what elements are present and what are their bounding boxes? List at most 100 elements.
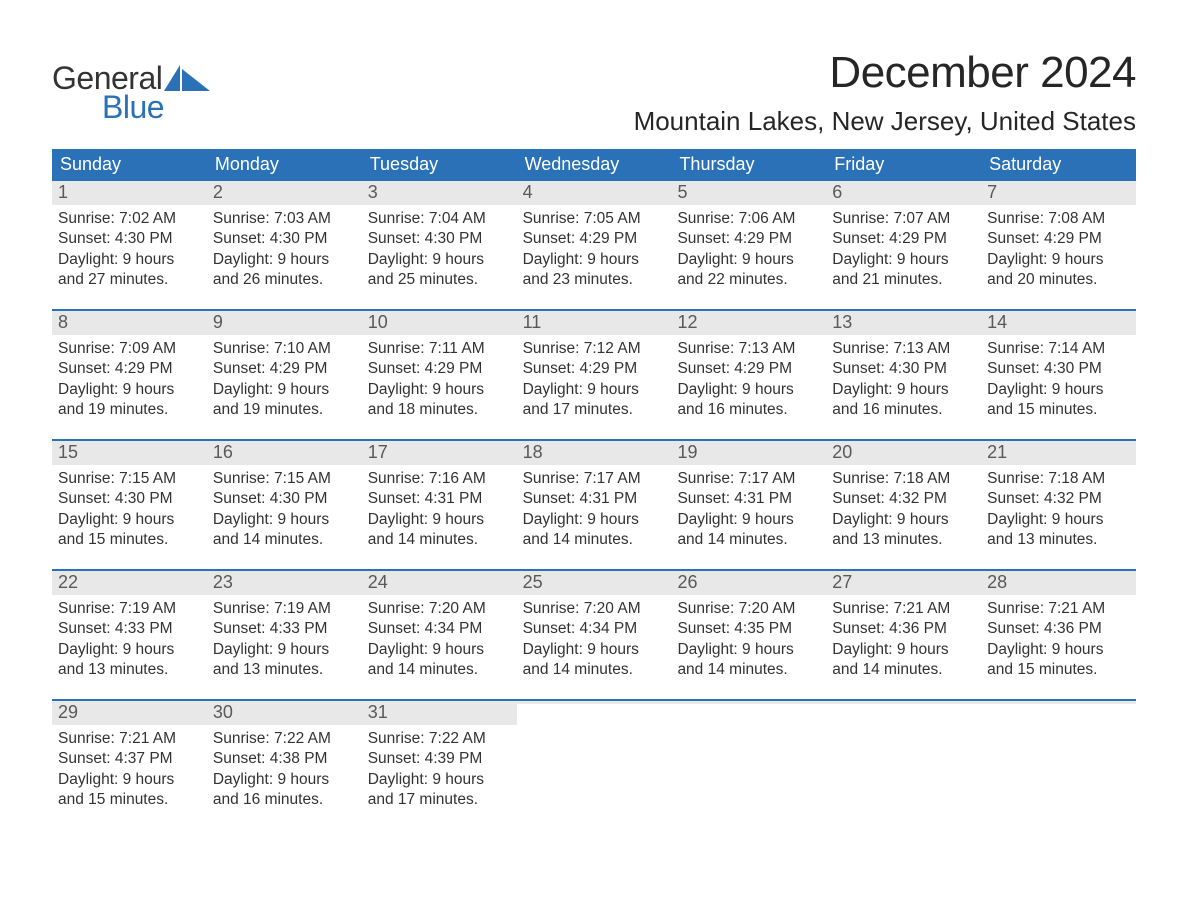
daylight-line: and 14 minutes. (677, 530, 820, 550)
day-details: Sunrise: 7:08 AMSunset: 4:29 PMDaylight:… (981, 205, 1136, 291)
day-details: Sunrise: 7:22 AMSunset: 4:39 PMDaylight:… (362, 725, 517, 811)
sunset-line: Sunset: 4:30 PM (58, 489, 201, 509)
day-details: Sunrise: 7:12 AMSunset: 4:29 PMDaylight:… (517, 335, 672, 421)
day-number-text: 15 (58, 442, 78, 462)
day-number: 13 (826, 311, 981, 335)
calendar-week: 8Sunrise: 7:09 AMSunset: 4:29 PMDaylight… (52, 309, 1136, 439)
daylight-line: Daylight: 9 hours (832, 510, 975, 530)
day-number (517, 701, 672, 704)
day-number-text: 10 (368, 312, 388, 332)
daylight-line: and 13 minutes. (832, 530, 975, 550)
calendar-day: 26Sunrise: 7:20 AMSunset: 4:35 PMDayligh… (671, 571, 826, 699)
sunset-line: Sunset: 4:38 PM (213, 749, 356, 769)
day-details: Sunrise: 7:17 AMSunset: 4:31 PMDaylight:… (671, 465, 826, 551)
daylight-line: and 25 minutes. (368, 270, 511, 290)
day-details: Sunrise: 7:21 AMSunset: 4:36 PMDaylight:… (981, 595, 1136, 681)
sunset-line: Sunset: 4:29 PM (58, 359, 201, 379)
daylight-line: and 14 minutes. (523, 530, 666, 550)
day-number: 21 (981, 441, 1136, 465)
calendar-day: 31Sunrise: 7:22 AMSunset: 4:39 PMDayligh… (362, 701, 517, 829)
daylight-line: Daylight: 9 hours (213, 510, 356, 530)
sunrise-line: Sunrise: 7:07 AM (832, 209, 975, 229)
calendar-day: 23Sunrise: 7:19 AMSunset: 4:33 PMDayligh… (207, 571, 362, 699)
sunset-line: Sunset: 4:31 PM (523, 489, 666, 509)
calendar-day: 2Sunrise: 7:03 AMSunset: 4:30 PMDaylight… (207, 181, 362, 309)
calendar-day (826, 701, 981, 829)
day-details: Sunrise: 7:19 AMSunset: 4:33 PMDaylight:… (52, 595, 207, 681)
sunrise-line: Sunrise: 7:20 AM (523, 599, 666, 619)
day-number-text: 25 (523, 572, 543, 592)
daylight-line: Daylight: 9 hours (213, 380, 356, 400)
calendar-day (671, 701, 826, 829)
calendar-day: 20Sunrise: 7:18 AMSunset: 4:32 PMDayligh… (826, 441, 981, 569)
day-details: Sunrise: 7:21 AMSunset: 4:36 PMDaylight:… (826, 595, 981, 681)
calendar-day: 19Sunrise: 7:17 AMSunset: 4:31 PMDayligh… (671, 441, 826, 569)
calendar-day: 30Sunrise: 7:22 AMSunset: 4:38 PMDayligh… (207, 701, 362, 829)
calendar-day: 3Sunrise: 7:04 AMSunset: 4:30 PMDaylight… (362, 181, 517, 309)
calendar-day: 5Sunrise: 7:06 AMSunset: 4:29 PMDaylight… (671, 181, 826, 309)
day-details: Sunrise: 7:14 AMSunset: 4:30 PMDaylight:… (981, 335, 1136, 421)
sunrise-line: Sunrise: 7:14 AM (987, 339, 1130, 359)
day-number-text: 21 (987, 442, 1007, 462)
calendar-day: 27Sunrise: 7:21 AMSunset: 4:36 PMDayligh… (826, 571, 981, 699)
day-number-text: 18 (523, 442, 543, 462)
day-number: 27 (826, 571, 981, 595)
calendar-day: 17 Sunrise: 7:16 AMSunset: 4:31 PMDayligh… (362, 441, 517, 569)
day-number-text: 17 (368, 442, 388, 462)
sunset-line: Sunset: 4:31 PM (368, 489, 511, 509)
day-number-text: 14 (987, 312, 1007, 332)
calendar-day: 11 Sunrise: 7:12 AMSunset: 4:29 PMDayligh… (517, 311, 672, 439)
sunrise-line: Sunrise: 7:05 AM (523, 209, 666, 229)
daylight-line: and 13 minutes. (213, 660, 356, 680)
daylight-line: Daylight: 9 hours (987, 640, 1130, 660)
day-number-text: 24 (368, 572, 388, 592)
daylight-line: Daylight: 9 hours (58, 640, 201, 660)
sunset-line: Sunset: 4:33 PM (213, 619, 356, 639)
day-number: 31 (362, 701, 517, 725)
weekday-header: Friday (826, 149, 981, 181)
day-details: Sunrise: 7:18 AMSunset: 4:32 PMDaylight:… (826, 465, 981, 551)
calendar-day: 1Sunrise: 7:02 AMSunset: 4:30 PMDaylight… (52, 181, 207, 309)
logo-word-blue: Blue (102, 89, 210, 126)
sunrise-line: Sunrise: 7:13 AM (832, 339, 975, 359)
sunset-line: Sunset: 4:36 PM (832, 619, 975, 639)
flag-icon (164, 65, 210, 91)
day-details: Sunrise: 7:20 AMSunset: 4:34 PMDaylight:… (362, 595, 517, 681)
daylight-line: Daylight: 9 hours (832, 250, 975, 270)
daylight-line: Daylight: 9 hours (677, 510, 820, 530)
calendar-day: 28 Sunrise: 7:21 AMSunset: 4:36 PMDayligh… (981, 571, 1136, 699)
calendar-day: 21Sunrise: 7:18 AMSunset: 4:32 PMDayligh… (981, 441, 1136, 569)
daylight-line: Daylight: 9 hours (832, 380, 975, 400)
day-number-text: 22 (58, 572, 78, 592)
day-number: 19 (671, 441, 826, 465)
calendar-day: 13Sunrise: 7:13 AMSunset: 4:30 PMDayligh… (826, 311, 981, 439)
brand-logo: General Blue (52, 60, 210, 126)
sunset-line: Sunset: 4:34 PM (368, 619, 511, 639)
daylight-line: and 14 minutes. (213, 530, 356, 550)
sunrise-line: Sunrise: 7:13 AM (677, 339, 820, 359)
day-number: 2 (207, 181, 362, 205)
sunset-line: Sunset: 4:30 PM (213, 229, 356, 249)
day-number: 4 (517, 181, 672, 205)
sunrise-line: Sunrise: 7:06 AM (677, 209, 820, 229)
calendar-day: 14 Sunrise: 7:14 AMSunset: 4:30 PMDayligh… (981, 311, 1136, 439)
daylight-line: Daylight: 9 hours (368, 250, 511, 270)
sunrise-line: Sunrise: 7:02 AM (58, 209, 201, 229)
sunset-line: Sunset: 4:32 PM (832, 489, 975, 509)
day-number-text: 11 (523, 312, 542, 332)
sunset-line: Sunset: 4:29 PM (213, 359, 356, 379)
day-number-text: 28 (987, 572, 1007, 592)
day-number: 8 (52, 311, 207, 335)
daylight-line: Daylight: 9 hours (987, 510, 1130, 530)
daylight-line: Daylight: 9 hours (213, 770, 356, 790)
day-details: Sunrise: 7:21 AMSunset: 4:37 PMDaylight:… (52, 725, 207, 811)
day-number: 6 (826, 181, 981, 205)
daylight-line: and 14 minutes. (368, 530, 511, 550)
sunrise-line: Sunrise: 7:08 AM (987, 209, 1130, 229)
day-number: 26 (671, 571, 826, 595)
sunset-line: Sunset: 4:32 PM (987, 489, 1130, 509)
day-details: Sunrise: 7:16 AMSunset: 4:31 PMDaylight:… (362, 465, 517, 551)
day-number (826, 701, 981, 704)
daylight-line: and 21 minutes. (832, 270, 975, 290)
day-details: Sunrise: 7:09 AMSunset: 4:29 PMDaylight:… (52, 335, 207, 421)
